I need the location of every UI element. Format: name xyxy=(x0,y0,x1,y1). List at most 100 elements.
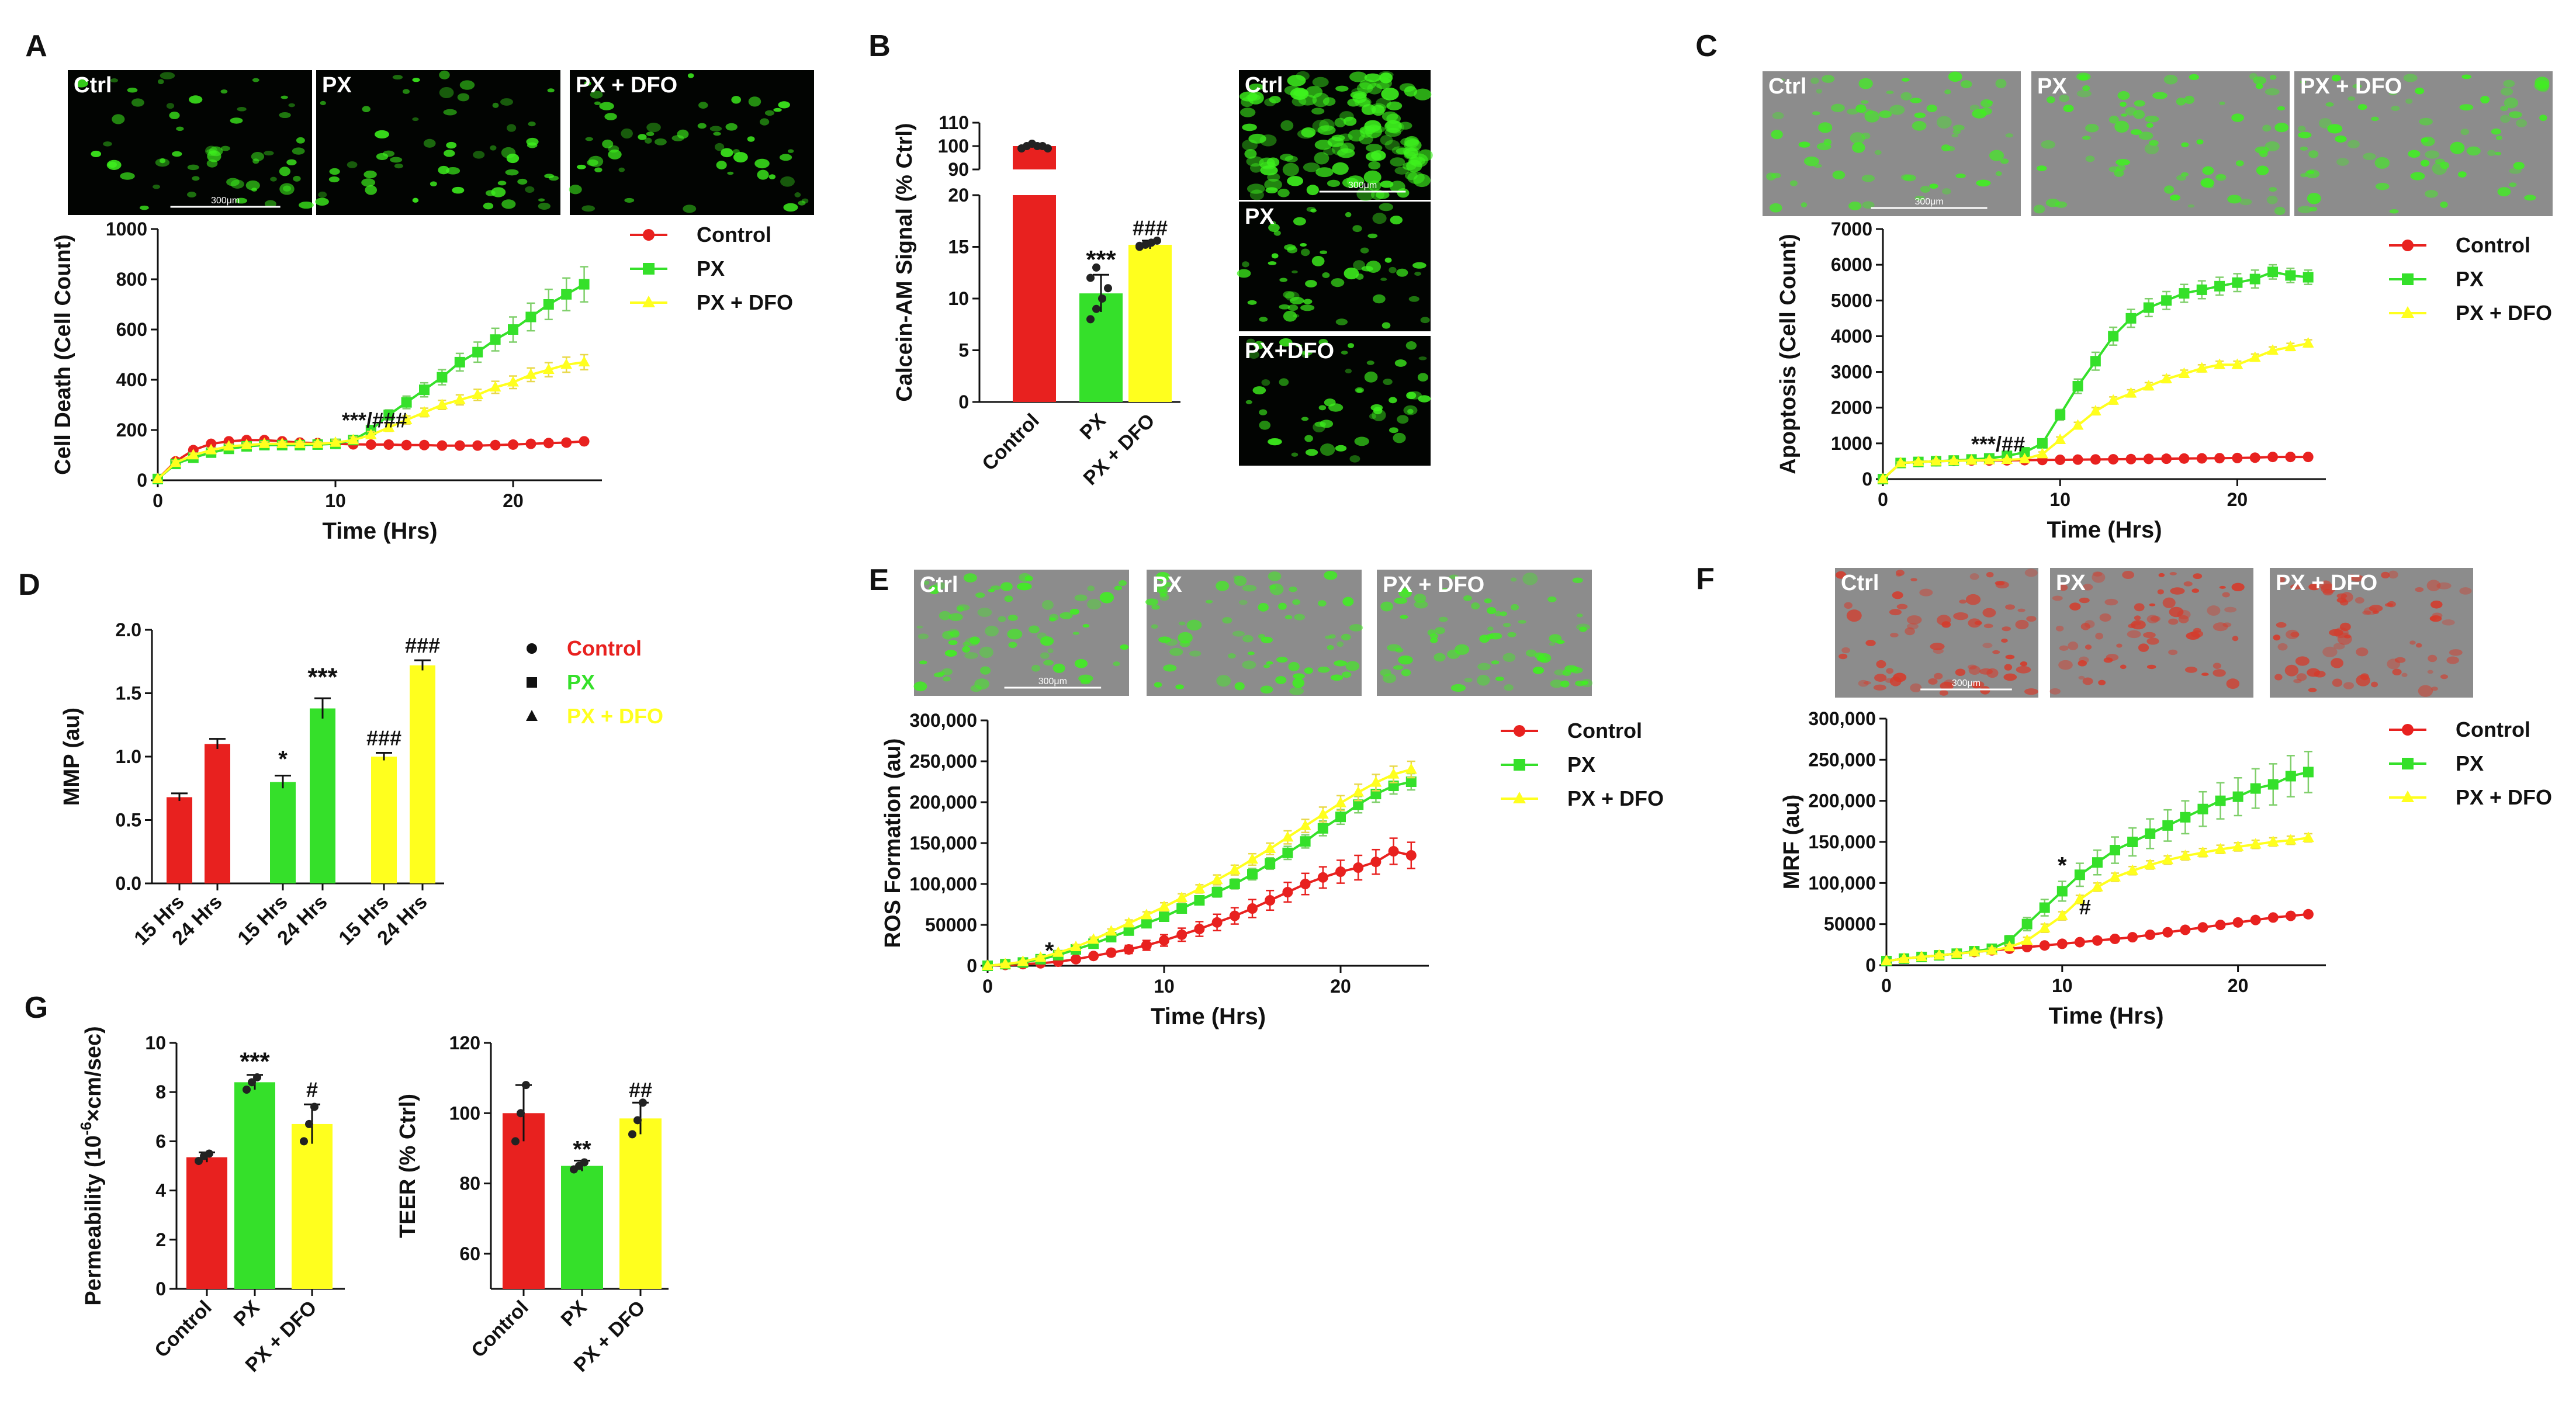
micrograph-cell xyxy=(1801,202,1808,208)
micrograph-cell xyxy=(2146,664,2156,670)
data-point-control xyxy=(401,439,412,450)
micrograph-cell xyxy=(318,191,327,198)
micrograph-cell xyxy=(2130,129,2142,135)
y-tick-label: 7000 xyxy=(1831,219,1872,240)
micrograph-cell xyxy=(2327,124,2343,134)
micrograph-cell xyxy=(2421,137,2429,143)
micrograph-cell xyxy=(2104,598,2118,606)
bar-24-hrs xyxy=(410,665,435,883)
micrograph-cell xyxy=(2178,615,2189,623)
series-px-dfo xyxy=(152,353,590,484)
micrograph-cell xyxy=(1982,608,1996,618)
micrograph-cell xyxy=(1294,89,1307,97)
data-point-px-dfo xyxy=(2125,387,2137,398)
micrograph-cell xyxy=(1087,599,1102,610)
micrograph-cell xyxy=(2219,101,2225,105)
micrograph-cell xyxy=(764,110,775,116)
y-tick-label: 150,000 xyxy=(909,833,977,854)
y-tick-label: 1000 xyxy=(1831,433,1872,454)
micrograph-cell xyxy=(548,175,559,181)
micrograph-cell xyxy=(2024,568,2038,577)
micrograph-cell xyxy=(2480,95,2490,104)
micrograph-cell xyxy=(1300,248,1310,256)
micrograph-cell xyxy=(1564,665,1578,672)
micrograph-cell xyxy=(2219,585,2226,589)
micrograph-cell xyxy=(2503,79,2515,88)
micrograph-cell xyxy=(2024,688,2038,695)
micrograph-cell xyxy=(2115,165,2126,172)
micrograph-label: Ctrl xyxy=(1841,571,1879,595)
micrograph-cell xyxy=(2138,643,2149,652)
bar-control xyxy=(503,1113,545,1289)
micrograph-cell xyxy=(1284,291,1300,301)
data-point-control xyxy=(643,229,655,241)
data-point-control xyxy=(2267,912,2279,923)
micrograph-cell xyxy=(2491,128,2501,135)
data-point-px xyxy=(2055,409,2066,420)
micrograph-background xyxy=(68,70,312,215)
micrograph-cell xyxy=(1049,613,1059,621)
data-point-px-dfo xyxy=(542,363,555,374)
micrograph-cell xyxy=(296,137,305,144)
data-point-px-dfo xyxy=(2127,864,2139,875)
data-point xyxy=(1086,315,1095,324)
micrograph-cell xyxy=(1860,100,1869,104)
micrograph-cell xyxy=(1154,682,1162,688)
micrograph-cell xyxy=(1354,436,1369,446)
data-point-px xyxy=(2039,902,2050,913)
panel-letter: C xyxy=(1695,29,1718,63)
y-tick-label: 1.0 xyxy=(116,746,141,767)
micrograph-cell xyxy=(942,630,954,640)
panel-c: C Ctrl 300μm PX PX + DFO 0 1000 2000 3000 4000 500… xyxy=(1695,29,2553,543)
data-point-px xyxy=(1335,812,1346,823)
micrograph-cell xyxy=(490,145,497,151)
x-tick-label: PX xyxy=(1076,410,1110,444)
micrograph-cell xyxy=(1275,676,1287,684)
micrograph-cell xyxy=(1511,604,1519,611)
micrograph-cell xyxy=(2333,627,2349,639)
micrograph-cell xyxy=(1279,304,1290,310)
micrograph-cell xyxy=(962,642,970,647)
data-point-px xyxy=(2110,845,2121,856)
data-point-px xyxy=(2197,803,2208,814)
data-point xyxy=(248,1078,256,1087)
micrograph-cell xyxy=(1301,417,1309,421)
micrograph-cell xyxy=(1575,680,1585,687)
x-tick-label: 20 xyxy=(2228,975,2249,996)
micrograph-cell xyxy=(2431,687,2438,691)
data-point-px-dfo xyxy=(1247,853,1258,864)
micrograph-cell xyxy=(2184,667,2198,673)
micrograph-cell xyxy=(206,149,216,154)
micrograph-cell xyxy=(2419,117,2433,126)
y-tick-label: 200,000 xyxy=(909,792,977,813)
micrograph-cell xyxy=(1337,148,1355,158)
micrograph-cells xyxy=(569,73,809,213)
data-point xyxy=(511,1137,520,1146)
micrograph-cell xyxy=(1576,613,1583,618)
micrograph-cell xyxy=(788,149,794,153)
micrograph-cell xyxy=(1372,294,1386,304)
micrograph-cell xyxy=(443,109,457,116)
micrograph-cell xyxy=(2300,80,2307,84)
micrograph-cell xyxy=(2169,606,2184,618)
y-tick-label: 10 xyxy=(948,288,969,309)
micrograph-cell xyxy=(2076,89,2092,98)
micrograph-cell xyxy=(1953,612,1969,620)
micrograph-cell xyxy=(2307,193,2321,204)
x-tick-label: PX xyxy=(230,1296,264,1331)
micrograph-cell xyxy=(1320,419,1334,428)
significance-marker: ### xyxy=(1133,216,1168,240)
micrograph-cell xyxy=(2047,96,2055,103)
micrograph-cell xyxy=(1317,666,1330,673)
micrograph-cell xyxy=(1450,684,1466,692)
micrograph-cell xyxy=(2082,584,2093,591)
micrograph-cell xyxy=(1040,652,1050,659)
micrograph-cell xyxy=(2513,162,2525,170)
data-point-px xyxy=(2215,795,2226,806)
micrograph-cell xyxy=(1301,350,1313,356)
micrograph-cell xyxy=(2092,571,2103,577)
data-point-control xyxy=(2196,453,2207,464)
data-point-control xyxy=(2303,452,2314,463)
micrograph-cell xyxy=(2162,597,2176,608)
micrograph-cell xyxy=(2186,632,2200,640)
